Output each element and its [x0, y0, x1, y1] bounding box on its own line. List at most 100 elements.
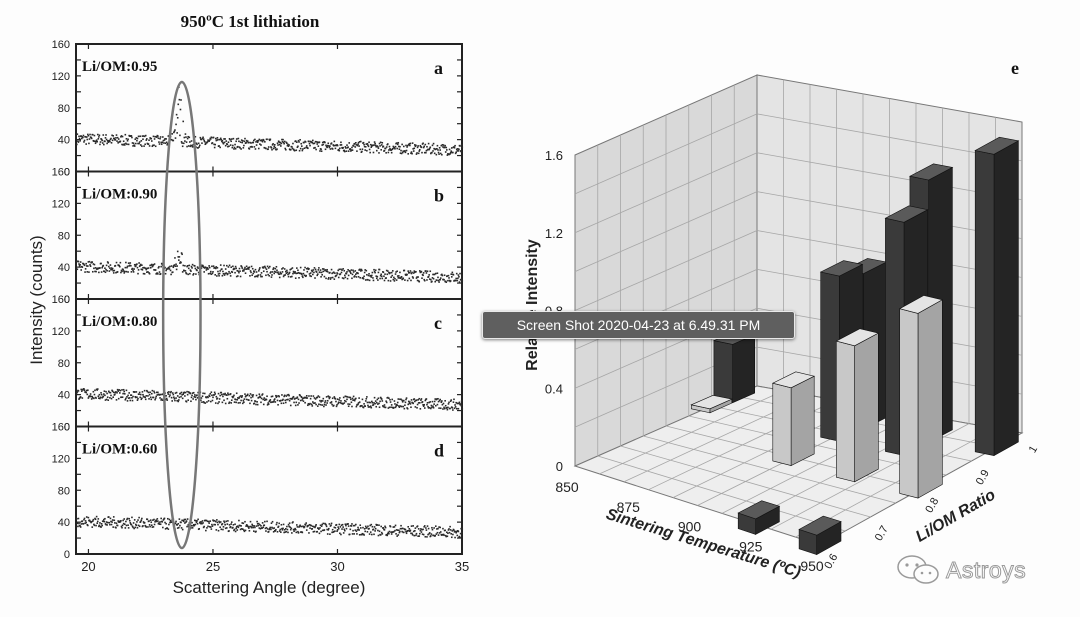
scatter-point: [214, 274, 217, 276]
scatter-point: [145, 268, 148, 271]
scatter-point: [230, 521, 233, 523]
scatter-point: [171, 271, 174, 273]
scatter-point: [333, 278, 336, 280]
scatter-point: [119, 389, 122, 392]
scatter-point: [450, 150, 453, 152]
scatter-point: [324, 141, 326, 144]
scatter-point: [234, 398, 237, 401]
scatter-point: [121, 270, 123, 273]
scatter-point: [396, 147, 398, 150]
scatter-point: [313, 402, 315, 405]
scatter-point: [116, 524, 119, 527]
scatter-point: [356, 144, 359, 147]
scatter-point: [307, 267, 309, 269]
scatter-point: [105, 390, 107, 393]
scatter-point: [351, 277, 353, 280]
scatter-point: [278, 276, 281, 279]
scatter-point: [427, 405, 429, 408]
scatter-point: [134, 526, 137, 529]
bar-top: [819, 260, 864, 277]
scatter-point: [421, 533, 424, 535]
scatter-point: [152, 135, 155, 138]
scatter-point: [278, 530, 281, 532]
scatter-point: [392, 278, 395, 281]
scatter-point: [281, 394, 283, 396]
scatter-point: [176, 399, 178, 402]
bar-top: [798, 515, 842, 536]
scatter-point: [260, 272, 263, 274]
scatter-point: [277, 403, 279, 406]
scatter-point: [77, 141, 80, 143]
scatter-point: [384, 526, 387, 529]
scatter-point: [115, 261, 118, 264]
scatter-point: [115, 526, 117, 529]
scatter-point: [192, 523, 195, 526]
scatter-point: [336, 398, 339, 400]
scatter-point: [430, 278, 432, 281]
scatter-point: [374, 400, 377, 402]
scatter-point: [260, 275, 262, 278]
scatter-point: [112, 272, 115, 274]
scatter-point: [377, 279, 379, 281]
scatter-point: [428, 148, 430, 151]
scatter-point: [406, 144, 409, 147]
scatter-point: [407, 526, 410, 528]
scatter-point: [136, 139, 138, 142]
scatter-point: [224, 272, 226, 275]
scatter-point: [286, 269, 288, 272]
scatter-point: [135, 523, 137, 526]
scatter-point: [76, 143, 78, 146]
scatter-point: [85, 516, 88, 518]
scatter-point: [345, 150, 348, 152]
scatter-point: [343, 269, 346, 272]
scatter-point: [416, 276, 418, 278]
scatter-point: [283, 142, 285, 145]
scatter-point: [380, 273, 382, 276]
scatter-point: [312, 525, 314, 528]
scatter-point: [89, 133, 91, 136]
scatter-point: [423, 279, 426, 282]
scatter-point: [128, 264, 131, 267]
scatter-point: [180, 261, 182, 264]
scatter-point: [259, 143, 261, 145]
scatter-point: [164, 521, 166, 524]
scatter-point: [262, 526, 264, 529]
scatter-point: [377, 529, 379, 532]
z-axis-label: Relative Intensity: [524, 239, 541, 371]
scatter-point: [436, 403, 439, 406]
scatter-point: [171, 133, 173, 135]
scatter-point: [257, 274, 260, 276]
scatter-point: [184, 518, 187, 521]
scatter-point: [165, 269, 167, 272]
scatter-point: [279, 528, 282, 531]
scatter-point: [340, 144, 343, 146]
scatter-point: [332, 531, 335, 533]
scatter-point: [267, 146, 270, 148]
scatter-point: [201, 265, 203, 268]
scatter-point: [446, 275, 449, 277]
scatter-point: [87, 134, 90, 137]
scatter-point: [82, 136, 84, 139]
scatter-point: [342, 403, 344, 405]
scatter-point: [227, 141, 230, 144]
scatter-point: [249, 141, 251, 144]
scatter-point: [332, 144, 335, 147]
scatter-point: [361, 404, 363, 407]
scatter-point: [192, 273, 195, 275]
scatter-point: [275, 394, 277, 397]
scatter-point: [351, 533, 354, 535]
scatter-point: [329, 278, 332, 280]
scatter-point: [390, 406, 392, 409]
bar-top: [884, 205, 929, 223]
scatter-point: [145, 395, 148, 397]
scatter-point: [229, 526, 232, 528]
bar-side: [993, 140, 1019, 457]
scatter-point: [195, 519, 197, 522]
scatter-point: [282, 141, 285, 144]
scatter-point: [308, 523, 311, 526]
scatter-point: [181, 519, 183, 522]
scatter-point: [140, 519, 143, 522]
scatter-point: [259, 396, 262, 399]
scatter-point: [438, 532, 441, 534]
scatter-point: [396, 404, 398, 407]
